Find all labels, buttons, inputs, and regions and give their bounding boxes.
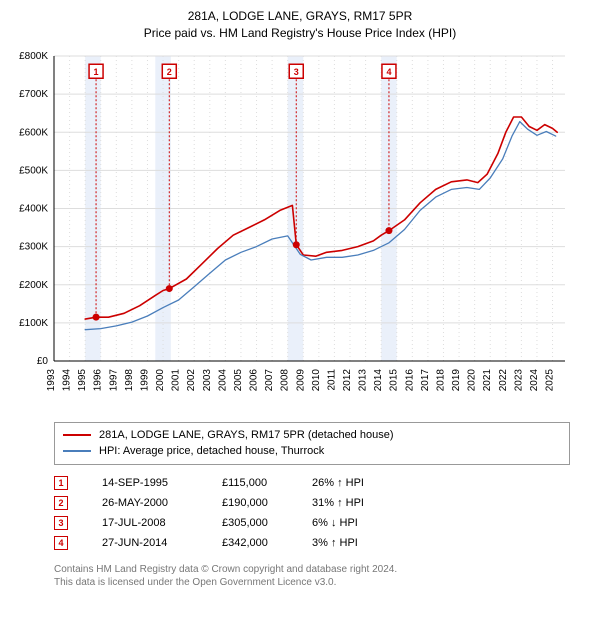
svg-text:1996: 1996 <box>93 368 104 391</box>
svg-text:2010: 2010 <box>311 368 322 391</box>
footnote-line2: This data is licensed under the Open Gov… <box>54 576 570 590</box>
svg-text:1993: 1993 <box>46 368 57 391</box>
svg-text:2005: 2005 <box>233 368 244 391</box>
svg-text:1: 1 <box>94 66 99 76</box>
svg-text:£300K: £300K <box>19 241 48 252</box>
svg-text:2022: 2022 <box>498 368 509 391</box>
transaction-marker: 1 <box>54 476 68 490</box>
footnote-line1: Contains HM Land Registry data © Crown c… <box>54 563 570 577</box>
svg-text:2009: 2009 <box>295 368 306 391</box>
svg-text:4: 4 <box>386 66 391 76</box>
chart-title-subtitle: Price paid vs. HM Land Registry's House … <box>10 25 590 42</box>
transaction-date: 14-SEP-1995 <box>102 477 222 489</box>
svg-text:2019: 2019 <box>451 368 462 391</box>
footnote: Contains HM Land Registry data © Crown c… <box>54 563 570 590</box>
transaction-price: £305,000 <box>222 517 312 529</box>
legend-row: HPI: Average price, detached house, Thur… <box>63 443 561 460</box>
svg-text:£600K: £600K <box>19 127 48 138</box>
transaction-hpi-diff: 26% ↑ HPI <box>312 477 422 489</box>
svg-text:2015: 2015 <box>389 368 400 391</box>
transaction-row: 3 17-JUL-2008£305,0006% ↓ HPI <box>54 513 570 533</box>
svg-text:2001: 2001 <box>171 368 182 391</box>
transactions-table: 1 14-SEP-1995£115,00026% ↑ HPI 2 26-MAY-200… <box>54 473 570 553</box>
transaction-price: £190,000 <box>222 497 312 509</box>
legend: 281A, LODGE LANE, GRAYS, RM17 5PR (detac… <box>54 422 570 465</box>
transaction-date: 26-MAY-2000 <box>102 497 222 509</box>
svg-text:2000: 2000 <box>155 368 166 391</box>
legend-swatch <box>63 434 91 436</box>
svg-text:2016: 2016 <box>404 368 415 391</box>
svg-text:2017: 2017 <box>420 368 431 391</box>
chart-svg: £0 £100K £200K £300K £400K £500K £600K £700K £80… <box>10 46 570 406</box>
transaction-hpi-diff: 3% ↑ HPI <box>312 537 422 549</box>
svg-text:£500K: £500K <box>19 165 48 176</box>
chart-title-address: 281A, LODGE LANE, GRAYS, RM17 5PR <box>10 8 590 25</box>
chart-plot-area: £0 £100K £200K £300K £400K £500K £600K £700K £80… <box>10 46 590 416</box>
svg-text:1995: 1995 <box>77 368 88 391</box>
svg-text:£800K: £800K <box>19 51 48 62</box>
transaction-row: 2 26-MAY-2000£190,00031% ↑ HPI <box>54 493 570 513</box>
svg-text:2003: 2003 <box>202 368 213 391</box>
transaction-row: 4 27-JUN-2014£342,0003% ↑ HPI <box>54 533 570 553</box>
svg-text:1997: 1997 <box>108 368 119 391</box>
legend-row: 281A, LODGE LANE, GRAYS, RM17 5PR (detac… <box>63 427 561 444</box>
svg-text:3: 3 <box>294 66 299 76</box>
transaction-price: £342,000 <box>222 537 312 549</box>
legend-swatch <box>63 450 91 452</box>
svg-text:2008: 2008 <box>280 368 291 391</box>
svg-text:2020: 2020 <box>467 368 478 391</box>
transaction-hpi-diff: 31% ↑ HPI <box>312 497 422 509</box>
transaction-price: £115,000 <box>222 477 312 489</box>
transaction-date: 17-JUL-2008 <box>102 517 222 529</box>
transaction-hpi-diff: 6% ↓ HPI <box>312 517 422 529</box>
svg-text:£200K: £200K <box>19 279 48 290</box>
svg-text:2023: 2023 <box>513 368 524 391</box>
transaction-marker: 3 <box>54 516 68 530</box>
svg-text:1999: 1999 <box>139 368 150 391</box>
svg-text:2024: 2024 <box>529 368 540 391</box>
svg-text:2021: 2021 <box>482 368 493 391</box>
svg-text:2012: 2012 <box>342 368 353 391</box>
svg-text:£100K: £100K <box>19 317 48 328</box>
svg-text:2013: 2013 <box>358 368 369 391</box>
svg-text:2002: 2002 <box>186 368 197 391</box>
svg-text:1994: 1994 <box>62 368 73 391</box>
legend-label: HPI: Average price, detached house, Thur… <box>99 443 324 460</box>
svg-text:2025: 2025 <box>545 368 556 391</box>
transaction-date: 27-JUN-2014 <box>102 537 222 549</box>
transaction-marker: 4 <box>54 536 68 550</box>
legend-label: 281A, LODGE LANE, GRAYS, RM17 5PR (detac… <box>99 427 394 444</box>
svg-text:2: 2 <box>167 66 172 76</box>
chart-container: 281A, LODGE LANE, GRAYS, RM17 5PR Price … <box>0 0 600 620</box>
svg-text:2006: 2006 <box>249 368 260 391</box>
transaction-row: 1 14-SEP-1995£115,00026% ↑ HPI <box>54 473 570 493</box>
svg-text:1998: 1998 <box>124 368 135 391</box>
svg-text:2011: 2011 <box>326 368 337 390</box>
svg-text:£400K: £400K <box>19 203 48 214</box>
svg-text:£0: £0 <box>37 356 49 367</box>
svg-text:2018: 2018 <box>435 368 446 391</box>
svg-text:£700K: £700K <box>19 89 48 100</box>
svg-text:2004: 2004 <box>217 368 228 391</box>
svg-text:2007: 2007 <box>264 368 275 391</box>
svg-text:2014: 2014 <box>373 368 384 391</box>
transaction-marker: 2 <box>54 496 68 510</box>
